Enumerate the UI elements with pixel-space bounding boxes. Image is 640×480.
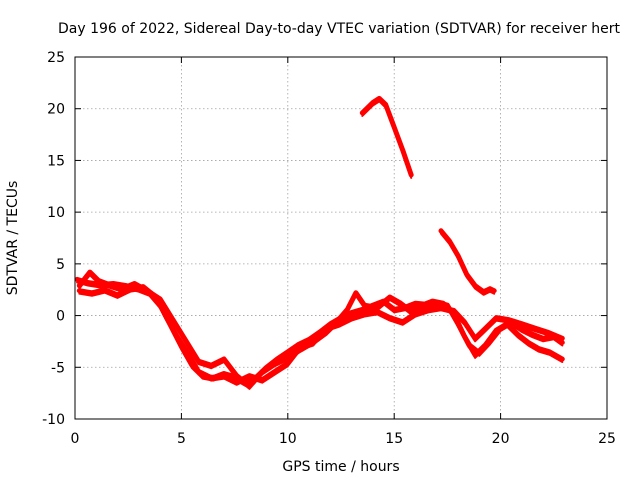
series-line-track-c <box>76 284 565 385</box>
y-tick-label: 15 <box>47 153 65 169</box>
series-line-track-c-jitter <box>78 288 564 386</box>
y-tick-label: 5 <box>56 257 65 273</box>
x-tick-label: 0 <box>71 431 80 447</box>
y-tick-label: 0 <box>56 309 65 325</box>
series-line-track-d <box>359 95 414 178</box>
x-tick-label: 15 <box>385 431 403 447</box>
y-tick-label: -5 <box>51 360 65 376</box>
y-tick-label: -10 <box>42 412 65 428</box>
series-layer <box>74 95 565 390</box>
y-tick-label: 20 <box>47 102 65 118</box>
axis-ticks: 0 5 10 15 20 25 -10 -5 0 5 10 15 20 25 <box>42 50 616 447</box>
x-tick-label: 10 <box>279 431 297 447</box>
series-line-track-d-jitter <box>361 100 413 179</box>
x-tick-label: 25 <box>598 431 616 447</box>
x-tick-label: 5 <box>177 431 186 447</box>
x-axis-label: GPS time / hours <box>282 459 399 475</box>
grid <box>75 57 607 419</box>
y-tick-label: 10 <box>47 205 65 221</box>
series-line-track-e-jitter <box>440 232 496 296</box>
x-tick-label: 20 <box>492 431 510 447</box>
series-line-track-e <box>438 228 497 295</box>
chart-title: Day 196 of 2022, Sidereal Day-to-day VTE… <box>58 21 620 37</box>
y-tick-label: 25 <box>47 50 65 66</box>
y-axis-label: SDTVAR / TECUs <box>5 181 21 296</box>
series-line-track-b <box>76 269 565 389</box>
plot-frame <box>74 56 608 420</box>
